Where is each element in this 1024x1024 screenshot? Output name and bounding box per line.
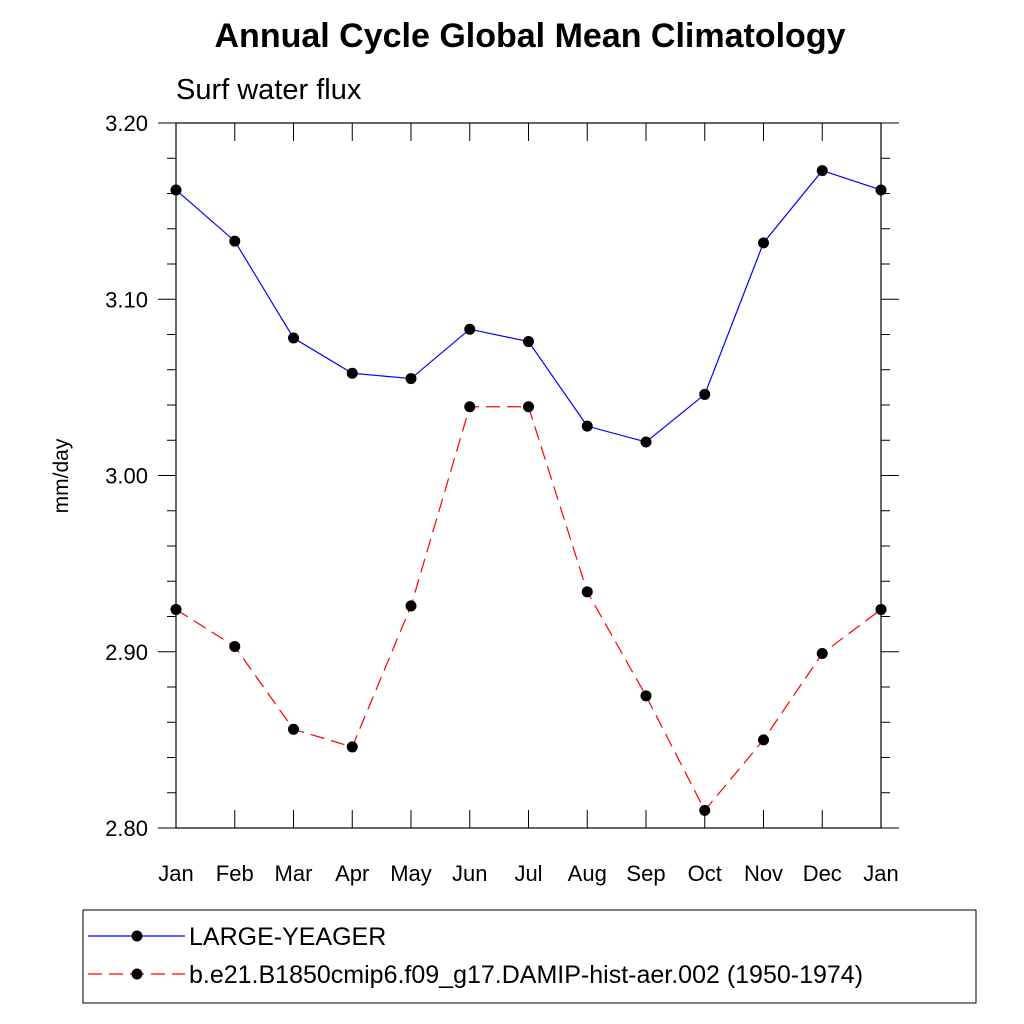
data-point bbox=[581, 420, 593, 432]
data-point bbox=[640, 436, 652, 448]
chart-subtitle: Surf water flux bbox=[176, 74, 362, 106]
data-point bbox=[581, 586, 593, 598]
data-point bbox=[523, 336, 534, 348]
data-point bbox=[405, 373, 417, 385]
data-point bbox=[288, 723, 299, 735]
data-point bbox=[288, 332, 299, 344]
x-tick-label: Jan bbox=[863, 861, 898, 886]
x-tick-label: Feb bbox=[216, 861, 254, 886]
y-axis-label: mm/day bbox=[50, 438, 73, 513]
data-point bbox=[640, 690, 652, 702]
data-point bbox=[346, 741, 358, 753]
data-point bbox=[229, 640, 241, 652]
data-point bbox=[816, 648, 828, 660]
data-point bbox=[875, 184, 887, 196]
y-tick-label: 2.80 bbox=[105, 816, 148, 841]
x-tick-label: Jul bbox=[514, 861, 542, 886]
data-point bbox=[170, 184, 182, 196]
x-tick-label: May bbox=[390, 861, 432, 886]
x-tick-label: Oct bbox=[688, 861, 722, 886]
legend-item: b.e21.B1850cmip6.f09_g17.DAMIP-hist-aer.… bbox=[88, 961, 863, 989]
x-tick-label: Dec bbox=[803, 861, 842, 886]
series-2 bbox=[170, 401, 887, 816]
chart-title: Annual Cycle Global Mean Climatology bbox=[215, 17, 846, 55]
y-tick-label: 3.10 bbox=[105, 287, 148, 312]
data-point bbox=[816, 165, 828, 177]
x-tick-label: Nov bbox=[744, 861, 783, 886]
series-line bbox=[175, 406, 882, 812]
data-point bbox=[170, 603, 182, 615]
x-tick-label: Apr bbox=[335, 861, 369, 886]
legend-label: b.e21.B1850cmip6.f09_g17.DAMIP-hist-aer.… bbox=[189, 961, 863, 989]
data-point bbox=[346, 367, 358, 379]
data-point bbox=[523, 401, 534, 413]
y-tick-label: 2.90 bbox=[105, 640, 148, 665]
series-1 bbox=[170, 165, 887, 448]
data-point bbox=[229, 235, 241, 247]
y-tick-label: 3.20 bbox=[105, 111, 148, 136]
series-layer bbox=[170, 165, 887, 816]
data-point bbox=[464, 401, 476, 413]
data-point bbox=[758, 734, 769, 746]
legend-marker bbox=[131, 930, 143, 942]
x-tick-labels: Jan Feb Mar Apr May Jun Jul Aug Sep Oct Nov Dec Jan bbox=[158, 861, 898, 886]
data-point bbox=[464, 323, 476, 335]
y-tick-label: 3.00 bbox=[105, 464, 148, 489]
legend-item: LARGE-YEAGER bbox=[88, 923, 386, 951]
axis-ticks bbox=[158, 122, 899, 829]
x-tick-label: Sep bbox=[626, 861, 665, 886]
x-tick-label: Aug bbox=[568, 861, 607, 886]
data-point bbox=[875, 603, 887, 615]
legend-label: LARGE-YEAGER bbox=[189, 923, 386, 951]
data-point bbox=[699, 388, 711, 400]
x-tick-label: Jun bbox=[452, 861, 487, 886]
x-tick-label: Mar bbox=[275, 861, 313, 886]
legend: LARGE-YEAGER b.e21.B1850cmip6.f09_g17.DAM… bbox=[88, 923, 863, 989]
data-point bbox=[758, 237, 769, 249]
x-tick-label: Jan bbox=[158, 861, 193, 886]
legend-box bbox=[82, 909, 977, 1004]
data-point bbox=[405, 600, 417, 612]
y-tick-labels: 2.80 2.90 3.00 3.10 3.20 bbox=[105, 111, 148, 841]
data-point bbox=[699, 804, 711, 816]
legend-marker bbox=[131, 968, 143, 980]
